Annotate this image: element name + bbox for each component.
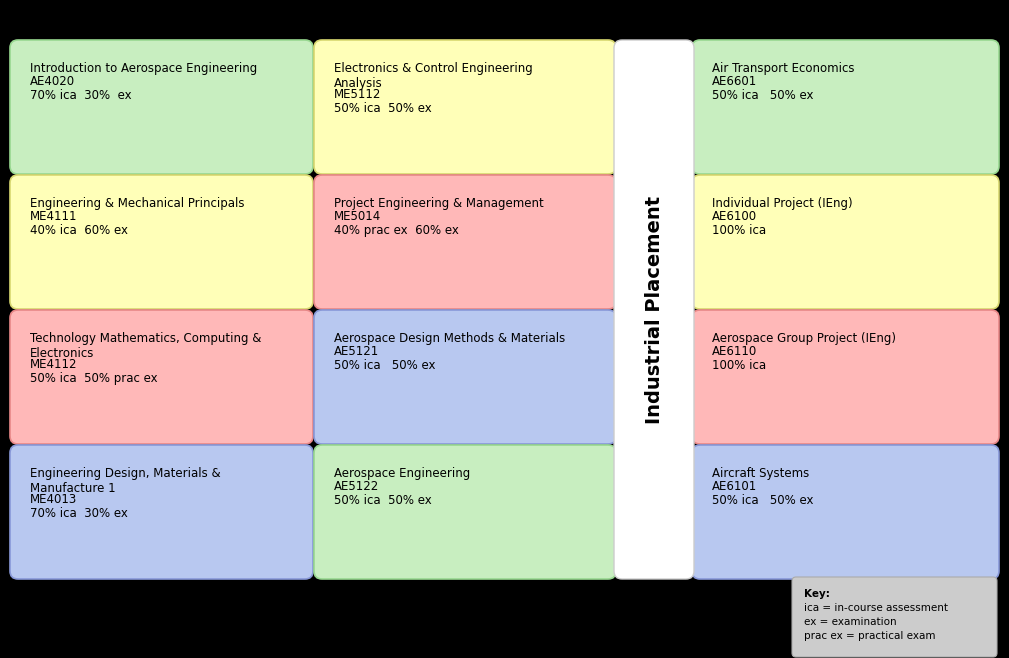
Text: 50% ica  50% prac ex: 50% ica 50% prac ex — [30, 372, 157, 385]
Text: 50% ica   50% ex: 50% ica 50% ex — [712, 89, 813, 102]
Text: ME5014: ME5014 — [334, 210, 381, 223]
Text: prac ex = practical exam: prac ex = practical exam — [804, 631, 935, 641]
Text: 100% ica: 100% ica — [712, 224, 766, 237]
Text: Industrial Placement: Industrial Placement — [645, 195, 664, 424]
Text: AE6110: AE6110 — [712, 345, 757, 358]
Text: 40% ica  60% ex: 40% ica 60% ex — [30, 224, 128, 237]
Text: Introduction to Aerospace Engineering: Introduction to Aerospace Engineering — [30, 62, 257, 75]
Text: AE4020: AE4020 — [30, 75, 75, 88]
Text: Aerospace Engineering: Aerospace Engineering — [334, 467, 470, 480]
Text: AE5122: AE5122 — [334, 480, 379, 493]
Text: AE6100: AE6100 — [712, 210, 757, 223]
Text: Aerospace Group Project (IEng): Aerospace Group Project (IEng) — [712, 332, 896, 345]
Text: 50% ica  50% ex: 50% ica 50% ex — [334, 494, 432, 507]
FancyBboxPatch shape — [10, 175, 313, 309]
Text: Electronics & Control Engineering
Analysis: Electronics & Control Engineering Analys… — [334, 62, 533, 90]
FancyBboxPatch shape — [792, 577, 997, 657]
Text: ME4013: ME4013 — [30, 493, 78, 506]
FancyBboxPatch shape — [692, 310, 999, 444]
FancyBboxPatch shape — [314, 310, 616, 444]
Text: 70% ica  30% ex: 70% ica 30% ex — [30, 507, 128, 520]
Text: Individual Project (IEng): Individual Project (IEng) — [712, 197, 853, 210]
FancyBboxPatch shape — [614, 40, 694, 579]
Text: Aerospace Design Methods & Materials: Aerospace Design Methods & Materials — [334, 332, 565, 345]
Text: 50% ica  50% ex: 50% ica 50% ex — [334, 102, 432, 115]
Text: 40% prac ex  60% ex: 40% prac ex 60% ex — [334, 224, 459, 237]
Text: Engineering & Mechanical Principals: Engineering & Mechanical Principals — [30, 197, 244, 210]
Text: Key:: Key: — [804, 589, 829, 599]
Text: AE6101: AE6101 — [712, 480, 757, 493]
Text: ex = examination: ex = examination — [804, 617, 897, 627]
FancyBboxPatch shape — [10, 310, 313, 444]
Text: 50% ica   50% ex: 50% ica 50% ex — [334, 359, 436, 372]
Text: 70% ica  30%  ex: 70% ica 30% ex — [30, 89, 131, 102]
Text: ME4112: ME4112 — [30, 358, 78, 371]
Text: ME4111: ME4111 — [30, 210, 78, 223]
FancyBboxPatch shape — [692, 445, 999, 579]
FancyBboxPatch shape — [314, 40, 616, 174]
Text: Engineering Design, Materials &
Manufacture 1: Engineering Design, Materials & Manufact… — [30, 467, 221, 495]
FancyBboxPatch shape — [692, 40, 999, 174]
Text: 50% ica   50% ex: 50% ica 50% ex — [712, 494, 813, 507]
FancyBboxPatch shape — [692, 175, 999, 309]
FancyBboxPatch shape — [10, 445, 313, 579]
Text: Project Engineering & Management: Project Engineering & Management — [334, 197, 544, 210]
Text: 100% ica: 100% ica — [712, 359, 766, 372]
FancyBboxPatch shape — [10, 40, 313, 174]
Text: ica = in-course assessment: ica = in-course assessment — [804, 603, 948, 613]
Text: AE5121: AE5121 — [334, 345, 379, 358]
FancyBboxPatch shape — [314, 175, 616, 309]
FancyBboxPatch shape — [314, 445, 616, 579]
Text: Aircraft Systems: Aircraft Systems — [712, 467, 809, 480]
Text: Technology Mathematics, Computing &
Electronics: Technology Mathematics, Computing & Elec… — [30, 332, 261, 360]
Text: Air Transport Economics: Air Transport Economics — [712, 62, 855, 75]
Text: AE6601: AE6601 — [712, 75, 757, 88]
Text: ME5112: ME5112 — [334, 88, 381, 101]
